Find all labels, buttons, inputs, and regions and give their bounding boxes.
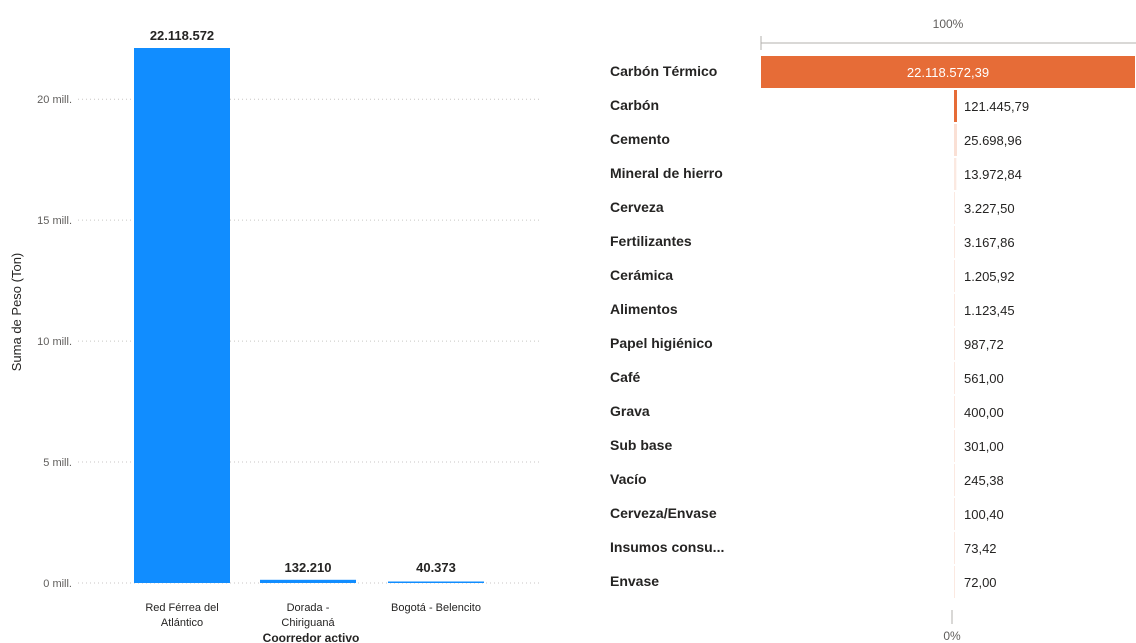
data-label: 561,00 [964,371,1004,386]
bar [954,566,955,598]
data-label: 245,38 [964,473,1004,488]
x-tick-label: Atlántico [161,617,203,629]
category-label: Cerámica [610,267,673,283]
data-label: 1.205,92 [964,269,1015,284]
decomposition-bar-chart: 100% Carbón Térmico 22.118.572,39 Carbón 121… [610,17,1136,643]
bar [954,532,955,564]
category-label: Cemento [610,131,670,147]
bar [954,260,955,292]
top-percent-label: 100% [933,17,964,31]
x-tick-label: Red Férrea del [145,602,218,614]
category-label: Fertilizantes [610,233,692,249]
bar [954,226,955,258]
data-label: 100,40 [964,507,1004,522]
data-label: 121.445,79 [964,99,1029,114]
y-tick-label: 5 mill. [43,457,72,469]
bar [954,430,955,462]
column-chart: 0 mill. 5 mill. 10 mill. 15 mill. 20 mill. Su… [9,28,540,643]
y-tick-label: 10 mill. [37,336,72,348]
data-label: 25.698,96 [964,133,1022,148]
category-label: Grava [610,403,650,419]
y-tick-label: 20 mill. [37,94,72,106]
bar [954,498,955,530]
category-label: Cerveza [610,199,664,215]
data-label: 301,00 [964,439,1004,454]
x-tick-label: Chiriguaná [281,617,335,629]
data-label: 132.210 [285,560,332,575]
category-label: Vacío [610,471,647,487]
bar [954,362,955,394]
data-label: 13.972,84 [964,167,1022,182]
data-label: 73,42 [964,541,997,556]
data-label: 72,00 [964,575,997,590]
data-label: 22.118.572 [150,28,214,43]
bar [260,579,356,583]
y-tick-label: 15 mill. [37,215,72,227]
data-label: 1.123,45 [964,303,1015,318]
data-label: 987,72 [964,337,1004,352]
data-label: 400,00 [964,405,1004,420]
category-label: Carbón [610,97,659,113]
y-axis-title: Suma de Peso (Ton) [9,253,24,372]
category-label: Mineral de hierro [610,165,723,181]
bottom-percent-label: 0% [943,629,961,643]
bar [954,396,955,428]
data-label: 22.118.572,39 [907,65,989,80]
bar [134,48,230,583]
x-tick-label: Bogotá - Belencito [391,602,481,614]
bar [954,464,955,496]
bar [954,192,955,224]
y-tick-label: 0 mill. [43,578,72,590]
bar [761,56,1135,88]
category-label: Cerveza/Envase [610,505,717,521]
bar [954,90,957,122]
bar [954,158,957,190]
category-label: Sub base [610,437,672,453]
data-label: 3.227,50 [964,201,1015,216]
category-label: Alimentos [610,301,678,317]
category-label: Papel higiénico [610,335,713,351]
category-label: Insumos consu... [610,539,724,555]
data-label: 40.373 [416,560,456,575]
x-tick-label: Dorada - [287,602,330,614]
category-label: Café [610,369,641,385]
bar [954,124,957,156]
category-label: Carbón Térmico [610,63,717,79]
bar [954,328,955,360]
bar [954,294,955,326]
category-label: Envase [610,573,659,589]
x-axis-title: Coorredor activo [263,631,360,643]
data-label: 3.167,86 [964,235,1015,250]
bar [388,581,484,583]
